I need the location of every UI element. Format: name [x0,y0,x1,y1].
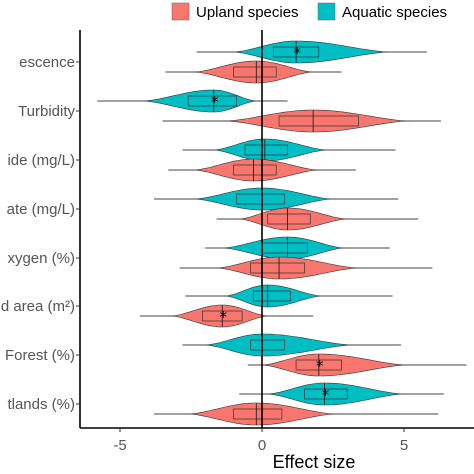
violin-shape [267,382,405,406]
aquatic-violin-tlands-: * [239,382,444,406]
iqr-box [250,339,286,351]
violin-shape [261,353,407,377]
upland-violin-escence [165,60,342,84]
upland-violin-tlands- [154,402,439,426]
plot-area: * * * * * [97,40,467,426]
significance-star: * [211,93,219,111]
legend-swatch-upland [171,2,190,21]
aquatic-violin-ate-mg-l- [154,187,399,211]
significance-star: * [316,357,324,375]
violin-shape [222,236,345,260]
x-tick-label: 5 [400,437,408,454]
iqr-box [244,144,288,156]
legend: Upland species Aquatic species [171,2,447,21]
iqr-box [253,290,291,302]
category-label: ate (mg/L) [7,201,75,218]
legend-swatch-aquatic [317,2,336,21]
category-label: xygen (%) [7,250,75,267]
significance-star: * [293,44,301,62]
violin-shape [193,187,334,211]
violin-shape [205,333,353,357]
aquatic-violin-escence: * [196,40,427,64]
iqr-box [187,95,237,107]
violin-shape [193,60,314,84]
aquatic-violin-forest- [182,333,402,357]
axes: escence Turbidity ide (mg/L) ate (mg/L) xyge… [1,30,474,454]
x-tick-label: 0 [258,437,266,454]
upland-violin-d-area-m-: * [139,304,314,328]
x-tick-label: -5 [113,437,126,454]
category-label: d area (m²) [1,298,75,315]
iqr-box [267,213,311,225]
category-label: Turbidity [18,103,75,120]
violin-shape [142,89,257,113]
aquatic-violin-xygen- [205,236,390,260]
iqr-box [278,115,359,127]
significance-star: * [219,308,227,326]
iqr-box [236,193,286,205]
aquatic-violin-ide-mg-l- [182,138,396,162]
upland-violin-xygen- [179,256,433,280]
violin-shape [171,304,268,328]
legend-label-upland: Upland species [196,4,299,21]
iqr-box [233,164,277,176]
violin-shape [193,158,319,182]
category-label: ide (mg/L) [7,152,75,169]
upland-violin-ide-mg-l- [168,158,356,182]
violin-shape [233,40,390,64]
iqr-box [250,262,305,274]
iqr-box [233,408,283,420]
upland-violin-turbidity [162,109,441,133]
violin-shape [225,109,410,133]
aquatic-violin-turbidity: * [97,89,288,113]
category-label: escence [19,54,75,71]
significance-star: * [322,386,330,404]
legend-label-aquatic: Aquatic species [342,4,447,21]
upland-violin-forest-: * [247,353,467,377]
category-label: tlands (%) [7,396,75,413]
category-label: Forest (%) [5,347,75,364]
violin-shape [239,207,348,231]
aquatic-violin-d-area-m- [185,284,393,308]
iqr-box [233,66,277,78]
violin-shape [225,284,322,308]
upland-violin-ate-mg-l- [216,207,419,231]
violin-shape [216,256,359,280]
violin-shape [213,138,328,162]
iqr-box [304,388,348,400]
x-axis-title: Effect size [273,452,356,472]
